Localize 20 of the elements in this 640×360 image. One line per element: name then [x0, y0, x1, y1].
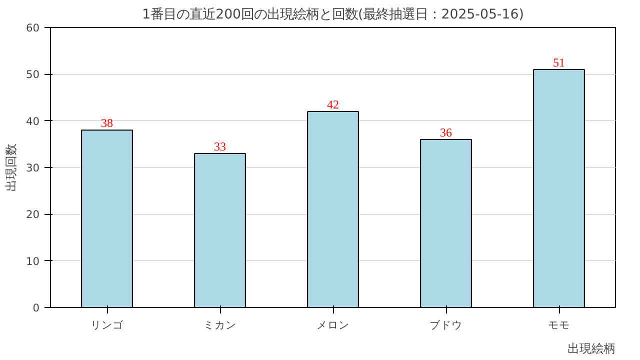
- data-label: 33: [214, 140, 226, 154]
- data-label: 38: [101, 116, 113, 130]
- data-label: 42: [327, 98, 339, 112]
- y-tick-label: 40: [26, 114, 40, 128]
- x-tick-label: ブドウ: [430, 318, 462, 332]
- y-axis-title: 出現回数: [4, 144, 18, 192]
- y-tick-label: 10: [26, 254, 40, 268]
- y-tick-label: 50: [26, 68, 40, 82]
- chart-title: 1番目の直近200回の出現絵柄と回数(最終抽選日：2025-05-16): [142, 8, 524, 22]
- y-tick-label: 30: [26, 162, 40, 174]
- y-tick-label: 60: [26, 22, 40, 34]
- y-tick-label: 20: [26, 208, 40, 222]
- x-axis-title: 出現絵柄: [568, 342, 616, 356]
- x-tick-label: メロン: [316, 318, 350, 332]
- x-tick-label: ミカン: [204, 318, 236, 332]
- data-label: 51: [553, 56, 565, 70]
- x-tick-label: モモ: [548, 318, 570, 332]
- y-tick-label: 0: [32, 302, 40, 314]
- x-tick-label: リンゴ: [90, 318, 124, 332]
- data-label: 36: [440, 126, 452, 140]
